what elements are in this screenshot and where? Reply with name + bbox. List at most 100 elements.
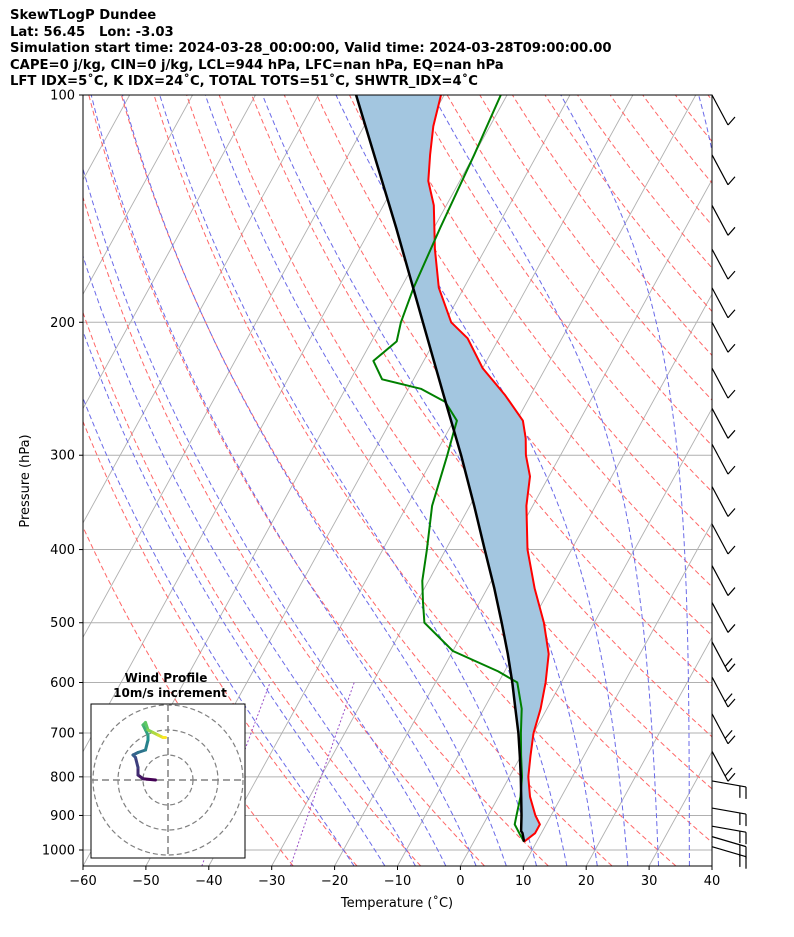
wind-barb-flag bbox=[724, 729, 733, 739]
wind-barb-flag bbox=[724, 658, 733, 667]
simulation-time-line: Simulation start time: 2024-03-28_00:00:… bbox=[10, 41, 612, 56]
x-tick-label: −30 bbox=[258, 874, 285, 889]
dry-adiabat-line bbox=[83, 525, 294, 866]
wind-barb-flag bbox=[727, 663, 736, 673]
isotherm-line bbox=[397, 293, 712, 866]
dry-adiabat-line bbox=[83, 311, 422, 866]
wind-barb bbox=[711, 807, 747, 827]
moist-adiabat-line bbox=[83, 254, 416, 866]
wind-barb bbox=[711, 443, 736, 475]
dry-adiabat-line bbox=[642, 95, 712, 184]
moist-adiabat-line bbox=[432, 95, 659, 866]
wind-barb-shaft bbox=[711, 321, 729, 353]
wind-barb bbox=[711, 641, 736, 673]
chart-title: SkewTLogP Dundee bbox=[10, 8, 157, 23]
isotherm-line bbox=[208, 95, 634, 866]
wind-barb bbox=[711, 248, 736, 280]
wind-barb-flag bbox=[727, 343, 736, 353]
moist-adiabat-line bbox=[752, 95, 794, 866]
wind-barb-flag bbox=[727, 587, 736, 596]
wind-barb-flag bbox=[727, 429, 736, 439]
wind-barb bbox=[711, 94, 736, 126]
dry-adiabat-line bbox=[446, 95, 712, 447]
hodograph-trace-segment bbox=[144, 738, 150, 752]
isotherm-line bbox=[648, 750, 712, 866]
moist-adiabat-line bbox=[262, 95, 598, 866]
x-axis-label: Temperature (˚C) bbox=[340, 895, 453, 911]
hodograph-trace-segment bbox=[141, 777, 157, 782]
dry-adiabat-line bbox=[153, 95, 677, 866]
isotherm-line bbox=[0, 95, 67, 866]
wind-barb bbox=[711, 713, 736, 745]
wind-barb-shaft bbox=[711, 836, 747, 848]
wind-barb bbox=[711, 523, 736, 555]
hodograph: Wind Profile 10m/s increment bbox=[90, 671, 246, 859]
wind-barb-flag bbox=[727, 270, 736, 280]
wind-barb bbox=[711, 750, 736, 782]
wind-barb bbox=[711, 408, 736, 439]
y-tick-label: 100 bbox=[50, 89, 75, 104]
stability-indices-line-2: LFT IDX=5˚C, K IDX=24˚C, TOTAL TOTS=51˚C… bbox=[10, 74, 478, 89]
wind-barbs bbox=[711, 94, 747, 869]
x-tick-label: 0 bbox=[456, 874, 464, 889]
isotherm-line bbox=[83, 95, 319, 524]
wind-barb-flag bbox=[727, 226, 736, 236]
wind-barb-shaft bbox=[711, 565, 729, 596]
wind-barb bbox=[711, 287, 736, 319]
wind-barb bbox=[711, 565, 736, 596]
y-axis-label: Pressure (hPa) bbox=[18, 434, 33, 527]
isotherm-line bbox=[585, 636, 712, 866]
dry-adiabat-line bbox=[414, 95, 712, 493]
hodograph-plot bbox=[91, 704, 245, 858]
wind-barb-flag bbox=[727, 508, 736, 517]
wind-barb-flag bbox=[727, 116, 736, 126]
wind-barb bbox=[711, 367, 736, 399]
wind-barb-shaft bbox=[711, 205, 729, 236]
wind-barb-flag bbox=[727, 545, 736, 555]
wind-barb-shaft bbox=[711, 523, 729, 555]
y-tick-label: 200 bbox=[50, 316, 75, 331]
moist-adiabat-line bbox=[83, 166, 447, 866]
stability-indices-line-1: CAPE=0 j/kg, CIN=0 j/kg, LCL=944 hPa, LF… bbox=[10, 57, 504, 73]
wind-barb bbox=[711, 602, 736, 633]
y-tick-label: 900 bbox=[50, 809, 75, 824]
isotherm-line bbox=[711, 865, 712, 866]
wind-barb-shaft bbox=[711, 486, 729, 517]
wind-barb bbox=[711, 825, 747, 845]
wind-barb-flag bbox=[727, 772, 736, 782]
wind-barb-shaft bbox=[711, 780, 747, 788]
x-tick-label: −10 bbox=[384, 874, 411, 889]
y-tick-label: 700 bbox=[50, 727, 75, 742]
chart-header: SkewTLogP Dundee Lat: 56.45 Lon: -3.03 S… bbox=[10, 8, 612, 91]
wind-barb-flag bbox=[727, 176, 736, 186]
wind-barb-flag bbox=[724, 767, 733, 777]
wind-barb-flag bbox=[727, 698, 736, 708]
wind-barb-flag bbox=[727, 624, 736, 633]
hodograph-title: Wind Profile bbox=[125, 671, 208, 685]
wind-barb-shaft bbox=[711, 287, 729, 319]
wind-barb bbox=[711, 780, 747, 799]
isotherm-line bbox=[83, 95, 382, 639]
y-tick-label: 1000 bbox=[42, 844, 75, 859]
wind-barb bbox=[711, 846, 747, 869]
x-tick-label: 10 bbox=[515, 874, 532, 889]
moist-adiabat-line bbox=[83, 396, 355, 866]
isotherm-line bbox=[334, 178, 712, 866]
wind-barb-shaft bbox=[711, 154, 729, 186]
wind-barb bbox=[711, 154, 736, 186]
y-tick-label: 600 bbox=[50, 676, 75, 691]
wind-barb-shaft bbox=[711, 602, 729, 633]
dry-adiabat-line bbox=[609, 95, 712, 226]
y-tick-label: 300 bbox=[50, 449, 75, 464]
y-tick-label: 400 bbox=[50, 543, 75, 558]
plot-area bbox=[0, 95, 794, 866]
dry-adiabat-line bbox=[674, 95, 712, 143]
wind-barb-flag bbox=[724, 693, 733, 702]
dry-adiabat-line bbox=[349, 95, 712, 588]
isotherm-line bbox=[83, 95, 256, 410]
wind-barb-flag bbox=[727, 465, 736, 475]
x-tick-label: 30 bbox=[641, 874, 658, 889]
wind-barb-flag bbox=[727, 735, 736, 745]
parcel-profile-line bbox=[354, 95, 526, 842]
wind-barb-shaft bbox=[711, 94, 729, 126]
